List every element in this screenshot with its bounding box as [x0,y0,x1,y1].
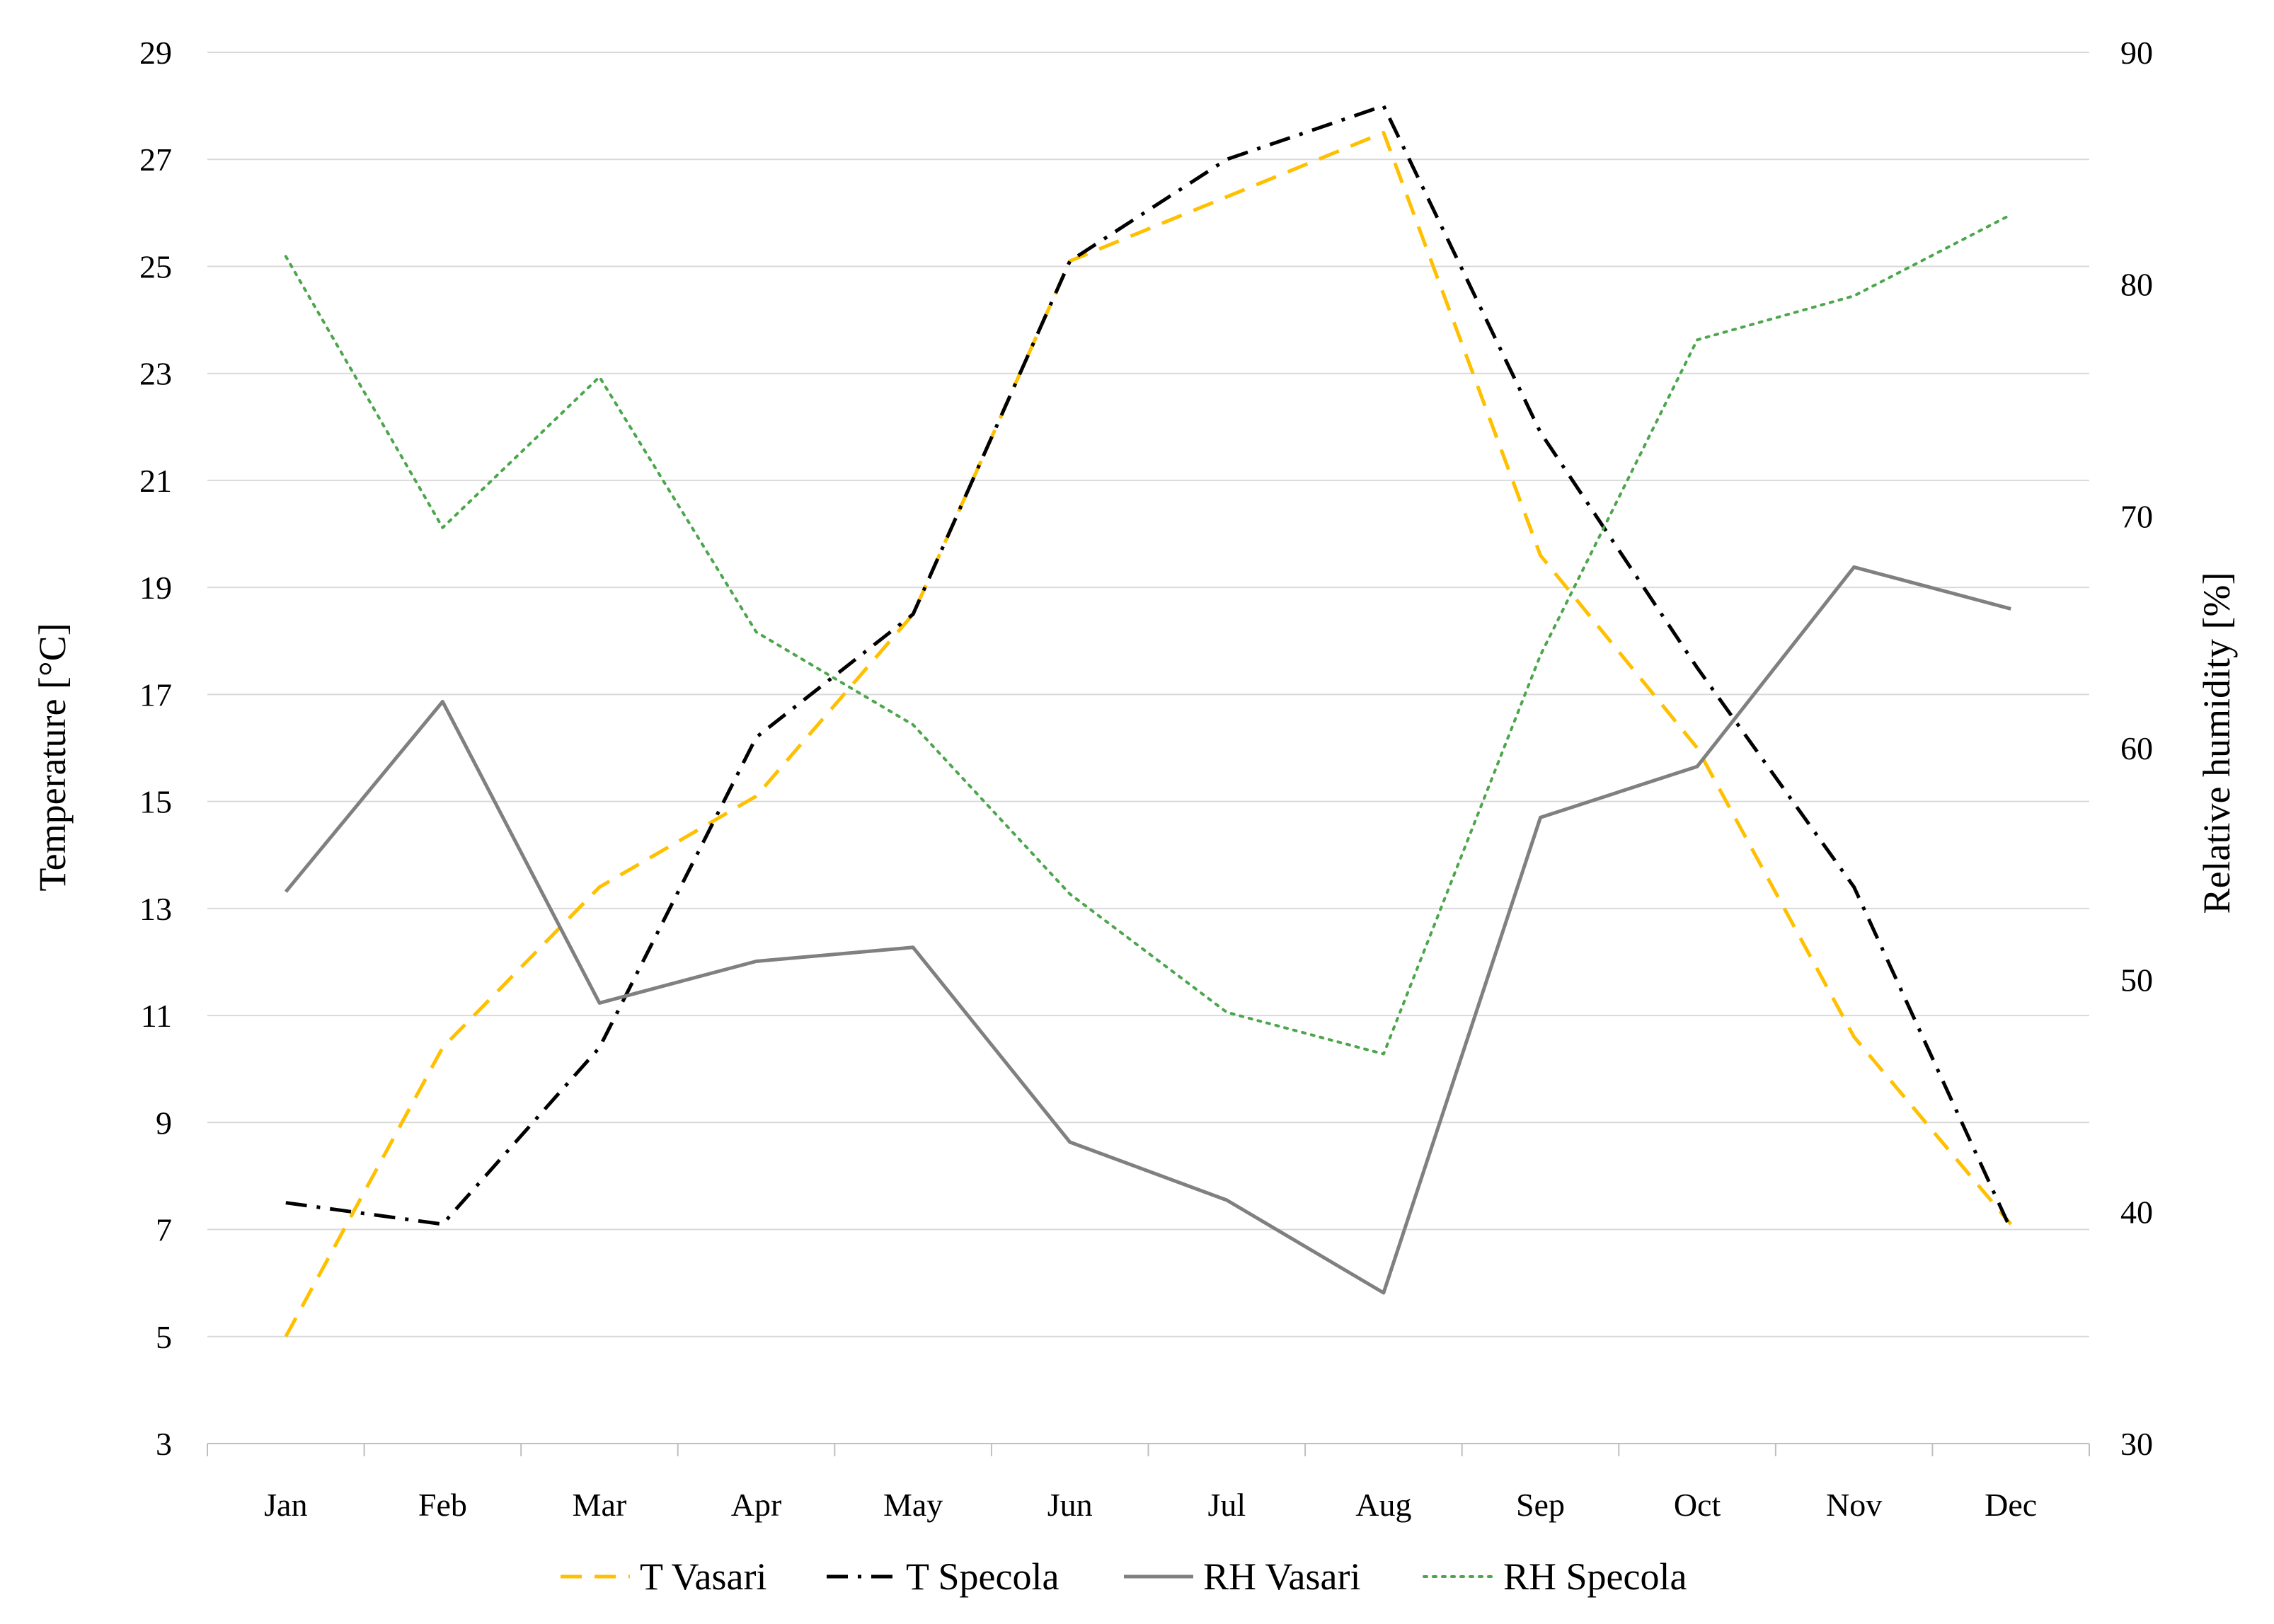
right-axis-tick-label: 40 [2120,1194,2153,1230]
x-axis-tick-label: Oct [1674,1487,1721,1523]
left-axis-title: Temperature [°C] [31,623,74,891]
legend-label: RH Vasari [1203,1555,1361,1598]
legend: T Vasari T Specola RH Vasari RH Specola [561,1555,1687,1598]
right-axis-tick-label: 80 [2120,267,2153,303]
left-axis-tick-label: 23 [139,356,172,392]
left-axis-tick-label: 7 [156,1212,172,1248]
x-axis-tick-label: Sep [1516,1487,1565,1523]
right-axis-tick-labels: 30 40 50 60 70 80 90 [2120,35,2153,1462]
series-line-rh-specola [284,213,2013,1056]
left-axis-tick-label: 15 [139,784,172,820]
right-axis-tick-label: 50 [2120,962,2153,998]
right-axis-tick-label: 30 [2120,1426,2153,1462]
series-line-rh-vasari [284,565,2011,1295]
legend-label: RH Specola [1503,1555,1687,1598]
series-line-t-specola [285,104,2013,1231]
x-axis-tick-label: Apr [731,1487,782,1523]
left-axis-tick-label: 11 [141,998,172,1034]
gridlines [207,52,2089,1337]
left-axis-tick-labels: 3 5 7 9 11 13 15 17 19 21 23 25 27 29 [139,35,172,1462]
left-axis-tick-label: 5 [156,1319,172,1355]
legend-label: T Vasari [640,1555,766,1598]
left-axis-tick-label: 17 [139,676,172,713]
x-axis-tick-label: Mar [573,1487,627,1523]
left-axis-tick-label: 9 [156,1105,172,1141]
x-axis-tick-labels: Jan Feb Mar Apr May Jun Jul Aug Sep Oct Nov Dec [264,1487,2037,1523]
x-axis-tick-label: Jul [1207,1487,1246,1523]
left-axis-tick-label: 25 [139,248,172,284]
left-axis-tick-label: 29 [139,35,172,71]
x-axis-tick-label: Jan [264,1487,307,1523]
x-axis-tick-label: Feb [418,1487,467,1523]
right-axis-tick-label: 60 [2120,730,2153,766]
left-axis-tick-label: 27 [139,142,172,178]
left-axis-tick-label: 3 [156,1426,172,1462]
axes [207,1443,2090,1456]
legend-label: T Specola [906,1555,1059,1598]
series-lines [284,104,2013,1337]
x-axis-tick-label: Jun [1047,1487,1093,1523]
x-axis-tick-label: Nov [1826,1487,1882,1523]
right-axis-tick-label: 90 [2120,35,2153,71]
x-axis-tick-label: Dec [1985,1487,2037,1523]
series-line-t-vasari [284,130,2013,1337]
left-axis-tick-label: 13 [139,891,172,927]
x-axis-tick-label: May [883,1487,943,1523]
left-axis-tick-label: 19 [139,570,172,606]
left-axis-tick-label: 21 [139,463,172,499]
right-axis-title: Relative humidity [%] [2195,572,2238,914]
right-axis-tick-label: 70 [2120,498,2153,534]
x-axis-tick-label: Aug [1355,1487,1411,1523]
